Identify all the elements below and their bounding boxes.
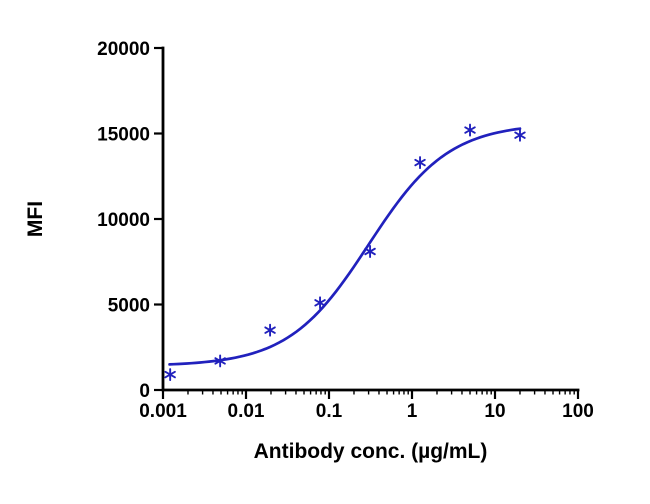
x-tick-label: 100 bbox=[562, 401, 594, 422]
y-tick-label: 20000 bbox=[97, 39, 150, 60]
x-tick-label: 0.01 bbox=[228, 401, 265, 422]
data-point-marker bbox=[514, 128, 526, 142]
x-tick-label: 1 bbox=[407, 401, 418, 422]
x-tick-label: 10 bbox=[484, 401, 505, 422]
y-tick-label: 15000 bbox=[97, 125, 150, 146]
y-tick-label: 0 bbox=[139, 381, 150, 402]
y-tick-label: 5000 bbox=[108, 296, 150, 317]
data-point-marker bbox=[314, 296, 326, 310]
x-tick-label: 0.001 bbox=[139, 401, 187, 422]
data-point-marker bbox=[364, 245, 376, 258]
data-point-marker bbox=[414, 156, 426, 170]
data-point-marker bbox=[264, 323, 276, 337]
data-point-marker bbox=[214, 354, 226, 368]
fit-curve bbox=[168, 127, 522, 366]
axis-frame bbox=[161, 46, 580, 392]
y-tick-label: 10000 bbox=[97, 210, 150, 231]
data-point-marker bbox=[164, 368, 176, 382]
x-tick-label: 0.1 bbox=[316, 401, 343, 422]
data-point-marker bbox=[464, 123, 476, 137]
